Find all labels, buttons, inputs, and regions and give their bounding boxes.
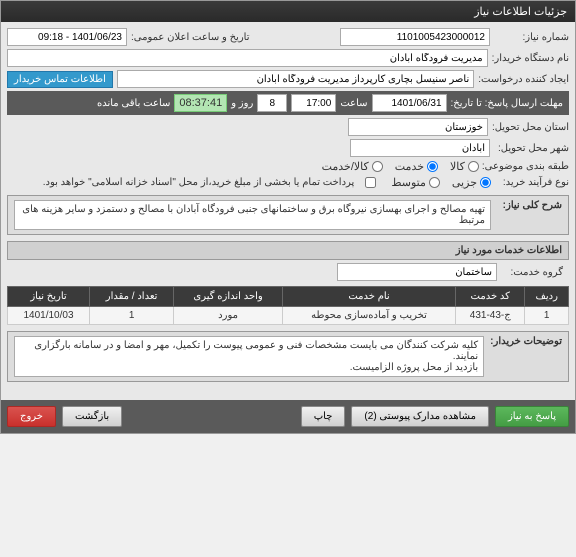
td-name: تخریب و آماده‌سازی محوطه — [282, 307, 455, 325]
category-label: طبقه بندی موضوعی: — [482, 161, 569, 172]
td-code: ج-43-431 — [456, 307, 525, 325]
td-date: 1401/10/03 — [8, 307, 90, 325]
services-header: اطلاعات خدمات مورد نیاز — [7, 241, 569, 260]
table-row[interactable]: 1 ج-43-431 تخریب و آماده‌سازی محوطه مورد… — [8, 307, 569, 325]
row-deadline: مهلت ارسال پاسخ: تا تاریخ: ساعت روز و 08… — [7, 91, 569, 115]
deadline-label: مهلت ارسال پاسخ: تا تاریخ: — [451, 98, 563, 109]
exit-button[interactable]: خروج — [7, 406, 56, 427]
radio-both[interactable]: کالا/خدمت — [322, 160, 383, 173]
days-input[interactable] — [257, 94, 287, 112]
th-code: کد خدمت — [456, 287, 525, 307]
services-table: ردیف کد خدمت نام خدمت واحد اندازه گیری ت… — [7, 286, 569, 325]
radio-service[interactable]: خدمت — [395, 160, 438, 173]
footer-buttons: پاسخ به نیاز مشاهده مدارک پیوستی (2) چاپ… — [1, 400, 575, 433]
back-button[interactable]: بازگشت — [62, 406, 122, 427]
buyer-notes-label: توضیحات خریدار: — [490, 336, 562, 377]
time-label-1: ساعت — [340, 98, 367, 109]
buyer-label: نام دستگاه خریدار: — [492, 53, 569, 64]
buyer-notes-panel: توضیحات خریدار: کلیه شرکت کنندگان می بای… — [7, 331, 569, 382]
row-province: استان محل تحویل: — [7, 118, 569, 136]
city-label: شهر محل تحویل: — [494, 143, 569, 154]
category-radios: کالا خدمت کالا/خدمت — [322, 160, 479, 173]
window-title: جزئیات اطلاعات نیاز — [1, 1, 575, 22]
attachments-button[interactable]: مشاهده مدارک پیوستی (2) — [351, 406, 489, 427]
row-buyer: نام دستگاه خریدار: — [7, 49, 569, 67]
remaining-label: ساعت باقی مانده — [97, 98, 170, 109]
row-category: طبقه بندی موضوعی: کالا خدمت کالا/خدمت — [7, 160, 569, 173]
datetime-input[interactable] — [7, 28, 127, 46]
datetime-label: تاریخ و ساعت اعلان عمومی: — [131, 32, 250, 43]
table-header-row: ردیف کد خدمت نام خدمت واحد اندازه گیری ت… — [8, 287, 569, 307]
radio-goods[interactable]: کالا — [450, 160, 479, 173]
form-content: شماره نیاز: تاریخ و ساعت اعلان عمومی: نا… — [1, 22, 575, 394]
deadline-date-input[interactable] — [372, 94, 447, 112]
requester-input[interactable] — [117, 70, 474, 88]
remaining-time: 08:37:41 — [174, 94, 227, 112]
row-city: شهر محل تحویل: — [7, 139, 569, 157]
th-qty: تعداد / مقدار — [89, 287, 173, 307]
th-date: تاریخ نیاز — [8, 287, 90, 307]
row-need-number: شماره نیاز: تاریخ و ساعت اعلان عمومی: — [7, 28, 569, 46]
deadline-time-input[interactable] — [291, 94, 336, 112]
radio-medium[interactable]: متوسط — [391, 176, 440, 189]
need-number-label: شماره نیاز: — [494, 32, 569, 43]
radio-partial[interactable]: جزیی — [452, 176, 491, 189]
details-window: جزئیات اطلاعات نیاز شماره نیاز: تاریخ و … — [0, 0, 576, 434]
row-group: گروه خدمت: — [7, 260, 569, 284]
city-input[interactable] — [350, 139, 490, 157]
payment-checkbox[interactable]: پرداخت تمام یا بخشی از مبلغ خرید،از محل … — [43, 177, 377, 188]
province-label: استان محل تحویل: — [492, 122, 569, 133]
td-row: 1 — [525, 307, 569, 325]
purchase-type-label: نوع فرآیند خرید: — [494, 177, 569, 188]
td-qty: 1 — [89, 307, 173, 325]
buyer-input[interactable] — [7, 49, 488, 67]
group-input[interactable] — [337, 263, 497, 281]
row-requester: ایجاد کننده درخواست: اطلاعات تماس خریدار — [7, 70, 569, 88]
purchase-type-radios: جزیی متوسط — [391, 176, 491, 189]
group-label: گروه خدمت: — [503, 267, 563, 278]
print-button[interactable]: چاپ — [301, 406, 346, 427]
description-text: تهیه مصالح و اجرای بهسازی نیروگاه برق و … — [14, 200, 491, 230]
th-name: نام خدمت — [282, 287, 455, 307]
respond-button[interactable]: پاسخ به نیاز — [495, 406, 569, 427]
row-purchase-type: نوع فرآیند خرید: جزیی متوسط پرداخت تمام … — [7, 176, 569, 189]
province-input[interactable] — [348, 118, 488, 136]
th-unit: واحد اندازه گیری — [174, 287, 283, 307]
td-unit: مورد — [174, 307, 283, 325]
buyer-notes-text: کلیه شرکت کنندگان می بایست مشخصات فنی و … — [14, 336, 484, 377]
need-number-input[interactable] — [340, 28, 490, 46]
days-label: روز و — [231, 98, 253, 109]
th-row: ردیف — [525, 287, 569, 307]
requester-label: ایجاد کننده درخواست: — [478, 74, 569, 85]
payment-note: پرداخت تمام یا بخشی از مبلغ خرید،از محل … — [43, 177, 355, 188]
contact-button[interactable]: اطلاعات تماس خریدار — [7, 71, 113, 88]
description-label: شرح کلی نیاز: — [497, 200, 562, 230]
description-panel: شرح کلی نیاز: تهیه مصالح و اجرای بهسازی … — [7, 195, 569, 235]
